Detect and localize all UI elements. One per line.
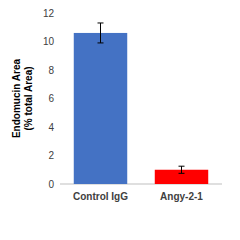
chart-container: 0 2 4 6 8 10 12 Endomucin Area(% total Area) Con… bbox=[0, 0, 240, 240]
chart: 0 2 4 6 8 10 12 Endomucin Area(% total Area) Con… bbox=[0, 0, 240, 240]
y-tick bbox=[57, 41, 60, 42]
y-tick-label: 6 bbox=[48, 93, 54, 104]
y-tick bbox=[57, 155, 60, 156]
error-bar bbox=[98, 23, 104, 43]
y-tick-label: 2 bbox=[48, 150, 54, 161]
y-tick-label: 10 bbox=[43, 36, 55, 47]
y-tick-label: 4 bbox=[48, 122, 54, 133]
y-tick bbox=[57, 13, 60, 14]
y-tick-label: 0 bbox=[48, 179, 54, 190]
y-tick bbox=[57, 127, 60, 128]
x-tick-label: Control IgG bbox=[73, 191, 128, 202]
x-tick-label: Angy-2-1 bbox=[160, 191, 203, 202]
error-bar bbox=[179, 166, 185, 173]
bar bbox=[74, 33, 127, 184]
y-tick-label: 8 bbox=[48, 65, 54, 76]
y-tick bbox=[57, 70, 60, 71]
error-bars bbox=[98, 23, 185, 173]
bars bbox=[74, 33, 208, 184]
y-axis-label: Endomucin Area(% total Area) bbox=[11, 59, 34, 139]
y-tick bbox=[57, 98, 60, 99]
y-tick-label: 12 bbox=[43, 8, 55, 19]
y-tick bbox=[57, 184, 60, 185]
